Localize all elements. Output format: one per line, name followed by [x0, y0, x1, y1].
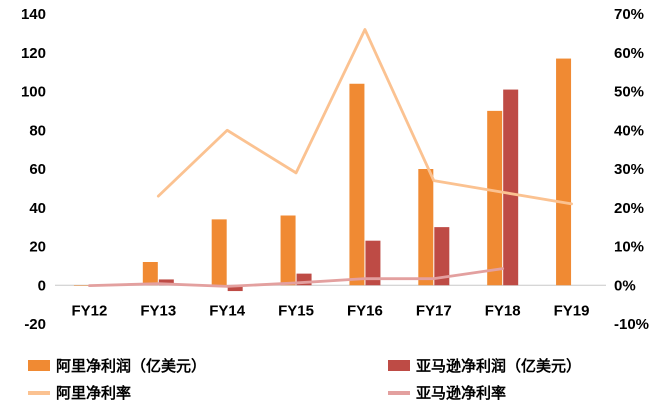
category-label: FY13 — [140, 302, 176, 319]
right-axis-tick: 40% — [614, 122, 644, 139]
ali-net-profit-swatch — [28, 360, 50, 371]
left-axis-tick: 140 — [21, 6, 46, 23]
category-label: FY16 — [347, 302, 383, 319]
combo-chart: 140 120 100 80 60 40 20 0 -20 70% 60% 50% 40% 30% 20% 1… — [21, 6, 649, 333]
right-axis-tick: 0% — [614, 277, 636, 294]
amazon-net-margin-swatch — [388, 390, 410, 395]
left-axis-tick: 40 — [29, 200, 46, 217]
category-label: FY14 — [209, 302, 246, 319]
legend-row-bars: 阿里净利润（亿美元） 亚马逊净利润（亿美元） — [28, 352, 664, 379]
category-label: FY15 — [278, 302, 314, 319]
bar-FY17 — [418, 169, 434, 286]
left-axis-tick: 120 — [21, 45, 46, 62]
left-axis-tick: 100 — [21, 84, 46, 101]
legend-row-lines: 阿里净利率 亚马逊净利率 — [28, 379, 664, 406]
bar-FY17 — [434, 227, 450, 286]
right-axis-tick: 10% — [614, 239, 644, 256]
legend-item-amazon-net-margin: 亚马逊净利率 — [388, 382, 506, 403]
bar-FY14 — [211, 219, 227, 286]
right-axis-tick: 60% — [614, 45, 644, 62]
legend-item-ali-net-profit: 阿里净利润（亿美元） — [28, 355, 388, 376]
left-axis-tick: 0 — [38, 277, 46, 294]
legend-label-ali-net-margin: 阿里净利率 — [56, 385, 132, 402]
bar-FY15 — [280, 215, 296, 286]
category-label: FY18 — [485, 302, 521, 319]
right-axis-tick: 20% — [614, 200, 644, 217]
right-axis-tick: -10% — [614, 316, 649, 333]
bar-FY16 — [349, 83, 365, 286]
legend-label-ali-net-profit: 阿里净利润（亿美元） — [56, 358, 207, 375]
category-label: FY19 — [554, 302, 590, 319]
legend-label-amazon-net-profit: 亚马逊净利润（亿美元） — [416, 358, 582, 375]
bar-FY14 — [227, 285, 243, 292]
bar-FY18 — [487, 110, 503, 286]
left-axis-tick: 60 — [29, 161, 46, 178]
right-axis-tick: 70% — [614, 6, 644, 23]
margin-line — [156, 28, 573, 206]
legend: 阿里净利润（亿美元） 亚马逊净利润（亿美元） 阿里净利率 亚马逊净利率 — [0, 342, 664, 406]
bar-FY16 — [365, 240, 381, 286]
legend-item-ali-net-margin: 阿里净利率 — [28, 382, 388, 403]
left-axis-tick: -20 — [24, 316, 46, 333]
left-axis-tick: 80 — [29, 122, 46, 139]
legend-item-amazon-net-profit: 亚马逊净利润（亿美元） — [388, 355, 581, 376]
bar-FY18 — [503, 89, 519, 286]
margin-line — [88, 267, 505, 288]
ali-net-margin-swatch — [28, 390, 50, 395]
bar-FY12 — [73, 285, 89, 286]
legend-label-amazon-net-margin: 亚马逊净利率 — [416, 385, 507, 402]
bar-FY13 — [158, 279, 174, 286]
bar-FY13 — [142, 262, 158, 286]
amazon-net-profit-swatch — [388, 360, 410, 371]
left-axis-tick: 20 — [29, 239, 46, 256]
category-label: FY17 — [416, 302, 452, 319]
right-axis-tick: 50% — [614, 84, 644, 101]
category-label: FY12 — [72, 302, 108, 319]
bar-FY19 — [556, 58, 572, 286]
right-axis-tick: 30% — [614, 161, 644, 178]
bar-FY15 — [296, 273, 312, 286]
